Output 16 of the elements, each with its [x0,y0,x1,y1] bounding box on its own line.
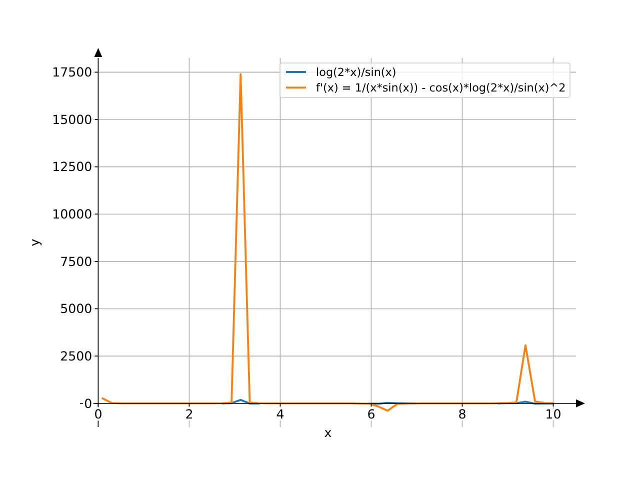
x-axis-title: x [324,425,332,440]
y-tick-label: 12500 [52,159,92,174]
x-tick-label: 4 [276,406,284,422]
y-axis-title: y [27,238,42,246]
x-tick-label: 10 [545,406,562,422]
x-tick-label: 6 [367,406,376,422]
y-tick-label: 15000 [52,112,92,127]
legend-label: f'(x) = 1/(x*sin(x)) - cos(x)*log(2*x)/sin(x)^2 [316,82,566,95]
x-tick-label: 2 [185,406,194,422]
x-tick-label: 8 [458,406,466,422]
legend-label: log(2*x)/sin(x) [316,66,396,79]
y-tick-label: 5000 [60,301,92,316]
y-tick-label: 7500 [60,254,92,269]
y-tick-label: 17500 [52,64,92,80]
y-tick-label: 2500 [60,348,92,364]
y-tick-label: 10000 [52,206,92,222]
